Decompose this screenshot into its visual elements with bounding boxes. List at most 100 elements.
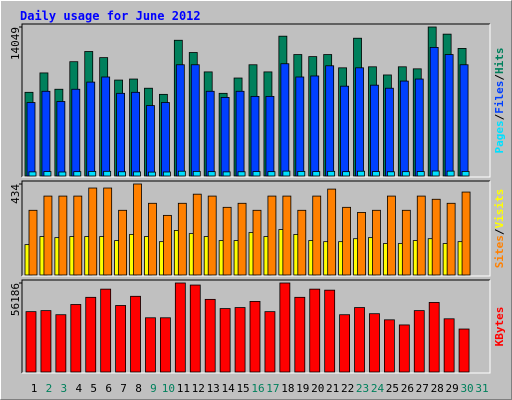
bar	[294, 296, 306, 373]
bar	[250, 95, 260, 177]
bar	[325, 65, 335, 177]
x-tick-label: 8	[135, 382, 142, 395]
y-tick-label: 14049	[9, 27, 22, 60]
chart-title: Daily usage for June 2012	[20, 9, 201, 23]
bar	[118, 209, 127, 276]
x-tick-label: 2	[46, 382, 53, 395]
bar	[177, 170, 186, 177]
bar	[252, 171, 261, 177]
bar	[133, 171, 141, 177]
bar	[446, 202, 456, 276]
bar	[145, 317, 156, 373]
bar	[58, 171, 67, 177]
bar	[234, 307, 246, 373]
bar	[86, 81, 96, 177]
bar	[372, 171, 380, 177]
bar	[70, 304, 82, 373]
bar	[369, 313, 380, 373]
bar	[43, 195, 53, 276]
bar	[295, 76, 305, 177]
bar	[265, 95, 275, 177]
bar	[88, 187, 98, 276]
bar	[309, 288, 321, 373]
bar	[312, 195, 322, 276]
bar	[297, 171, 306, 177]
x-tick-label: 9	[150, 382, 157, 395]
bar	[56, 101, 66, 177]
bar	[148, 171, 156, 177]
legend-separator: /	[493, 228, 506, 235]
bar	[401, 209, 411, 276]
bar	[237, 171, 246, 177]
x-tick-label: 18	[281, 382, 294, 395]
bar	[372, 209, 381, 276]
bar	[174, 282, 186, 373]
bar	[71, 88, 81, 177]
legend-entry: KBytes	[493, 307, 506, 347]
bar	[386, 195, 396, 276]
bar	[383, 319, 395, 373]
bar	[339, 314, 351, 373]
frame-dark	[21, 180, 490, 276]
bar	[88, 171, 97, 177]
bar	[401, 171, 410, 177]
x-tick-label: 29	[446, 382, 459, 395]
x-tick-label: 19	[296, 382, 309, 395]
x-tick-label: 17	[266, 382, 279, 395]
bar	[101, 76, 111, 177]
bar	[461, 171, 470, 177]
bar	[146, 105, 155, 177]
bar	[115, 305, 126, 373]
bar	[148, 202, 157, 276]
bar	[100, 288, 112, 373]
bar	[458, 328, 470, 373]
legend: Sites/Visits	[493, 189, 506, 269]
bar	[264, 311, 276, 373]
bar	[431, 170, 440, 177]
x-tick-label: 11	[177, 382, 190, 395]
bar	[431, 198, 441, 276]
bar	[340, 85, 350, 177]
bar	[207, 195, 217, 276]
bar	[398, 324, 410, 373]
bar	[444, 54, 454, 177]
x-tick-label: 15	[236, 382, 249, 395]
bar	[252, 209, 262, 276]
bar	[222, 206, 232, 276]
bar	[220, 97, 230, 177]
bar	[192, 171, 201, 177]
bar	[280, 63, 290, 177]
bar	[416, 195, 426, 276]
bar	[428, 302, 440, 373]
bar	[162, 214, 172, 276]
x-tick-label: 12	[192, 382, 205, 395]
legend: KBytes	[493, 307, 506, 347]
bar	[103, 170, 112, 177]
bar	[282, 170, 291, 177]
x-tick-label: 21	[326, 382, 339, 395]
bar	[25, 311, 37, 373]
bar	[342, 171, 351, 177]
bar	[297, 209, 307, 276]
frame-light	[22, 181, 491, 277]
bar	[131, 91, 140, 177]
bar	[28, 209, 38, 276]
bar	[357, 170, 365, 177]
bar	[130, 295, 141, 373]
bar	[219, 308, 231, 373]
legend: Pages/Files/Hits	[493, 48, 506, 154]
bar	[205, 90, 215, 177]
bar	[73, 195, 83, 276]
x-tick-label: 22	[341, 382, 354, 395]
legend-entry: Sites	[493, 235, 506, 268]
bar	[189, 284, 201, 373]
bar	[118, 171, 126, 177]
legend-entry: Pages	[493, 120, 506, 153]
bar	[55, 314, 67, 373]
bar	[103, 187, 113, 276]
x-tick-label: 16	[251, 382, 264, 395]
x-tick-label: 23	[356, 382, 369, 395]
bar	[355, 67, 364, 177]
